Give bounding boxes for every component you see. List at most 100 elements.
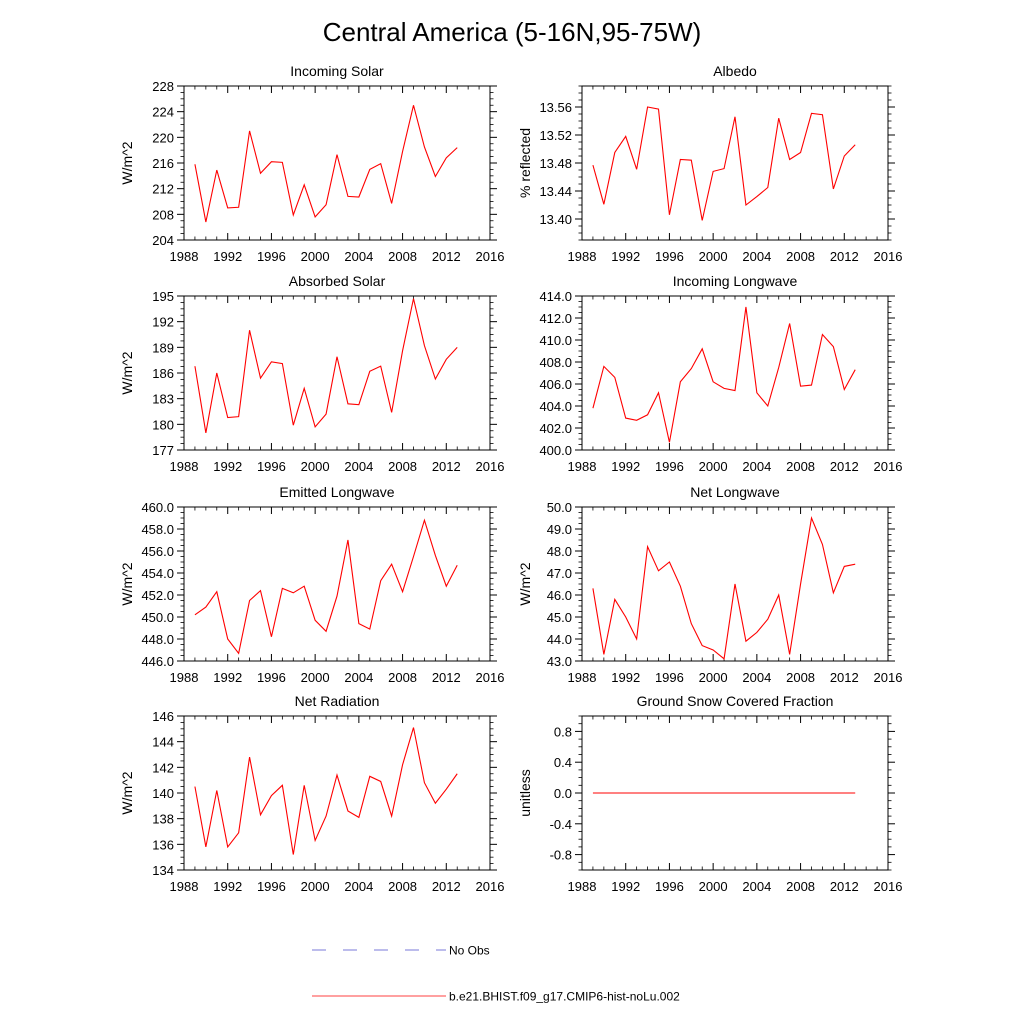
legend-label: b.e21.BHIST.f09_g17.CMIP6-hist-noLu.002 bbox=[449, 990, 680, 1004]
panel-incoming-longwave: 1988 1992 1996 2000 2004 2008 2012 2016 400.0 402… bbox=[539, 273, 902, 474]
y-axis-label: unitless bbox=[517, 769, 533, 816]
data-point bbox=[855, 144, 856, 145]
data-point bbox=[260, 590, 261, 591]
x-tick-label: 2008 bbox=[388, 879, 417, 894]
y-tick-label: 192 bbox=[152, 315, 174, 330]
x-tick-label: 2016 bbox=[874, 459, 903, 474]
data-point bbox=[304, 785, 305, 786]
y-tick-label: 47.0 bbox=[547, 566, 572, 581]
data-point bbox=[402, 591, 403, 592]
y-tick-label: 408.0 bbox=[539, 355, 572, 370]
data-point bbox=[457, 147, 458, 148]
y-tick-label: 13.40 bbox=[539, 212, 572, 227]
data-point bbox=[260, 378, 261, 379]
data-point bbox=[723, 168, 724, 169]
data-point bbox=[238, 207, 239, 208]
y-tick-label: 412.0 bbox=[539, 311, 572, 326]
x-tick-label: 1996 bbox=[257, 459, 286, 474]
x-tick-label: 1988 bbox=[170, 670, 199, 685]
data-point bbox=[636, 638, 637, 639]
y-axis-label: W/m^2 bbox=[119, 562, 135, 605]
y-tick-label: 454.0 bbox=[141, 566, 174, 581]
x-tick-label: 1992 bbox=[611, 459, 640, 474]
y-tick-label: 400.0 bbox=[539, 443, 572, 458]
y-tick-label: 44.0 bbox=[547, 632, 572, 647]
x-tick-label: 1988 bbox=[170, 459, 199, 474]
x-tick-label: 1988 bbox=[568, 670, 597, 685]
data-point bbox=[625, 792, 626, 793]
data-point bbox=[713, 381, 714, 382]
x-tick-label: 2012 bbox=[830, 879, 859, 894]
data-point bbox=[767, 405, 768, 406]
data-point bbox=[238, 832, 239, 833]
data-point bbox=[402, 151, 403, 152]
data-point bbox=[380, 366, 381, 367]
y-tick-label: 146 bbox=[152, 709, 174, 724]
data-point bbox=[325, 204, 326, 205]
data-point bbox=[713, 171, 714, 172]
data-point bbox=[227, 638, 228, 639]
panel-net-radiation: 1988 1992 1996 2000 2004 2008 2012 2016 134 136 13… bbox=[119, 693, 504, 894]
data-point bbox=[227, 846, 228, 847]
x-tick-label: 1996 bbox=[655, 459, 684, 474]
series-line bbox=[194, 518, 458, 655]
data-point bbox=[789, 654, 790, 655]
data-point bbox=[315, 216, 316, 217]
data-point bbox=[614, 792, 615, 793]
data-point bbox=[833, 188, 834, 189]
data-point bbox=[446, 157, 447, 158]
data-point bbox=[216, 591, 217, 592]
data-point bbox=[293, 425, 294, 426]
data-point bbox=[271, 795, 272, 796]
y-tick-label: 140 bbox=[152, 786, 174, 801]
y-tick-label: -0.4 bbox=[550, 817, 572, 832]
y-tick-label: 460.0 bbox=[141, 500, 174, 515]
series-line bbox=[194, 105, 458, 223]
data-point bbox=[855, 792, 856, 793]
panel-title: Incoming Longwave bbox=[673, 273, 798, 289]
x-tick-label: 2016 bbox=[874, 249, 903, 264]
data-point bbox=[822, 334, 823, 335]
data-point bbox=[282, 162, 283, 163]
data-point bbox=[424, 520, 425, 521]
panel-absorbed-solar: 1988 1992 1996 2000 2004 2008 2012 2016 177 180 18… bbox=[119, 273, 504, 474]
data-point bbox=[402, 350, 403, 351]
data-point bbox=[194, 366, 195, 367]
data-point bbox=[446, 789, 447, 790]
data-point bbox=[745, 792, 746, 793]
data-point bbox=[380, 781, 381, 782]
x-tick-label: 2008 bbox=[388, 459, 417, 474]
data-point bbox=[271, 161, 272, 162]
data-point bbox=[680, 586, 681, 587]
data-point bbox=[669, 792, 670, 793]
data-point bbox=[424, 146, 425, 147]
data-point bbox=[457, 565, 458, 566]
x-tick-label: 1988 bbox=[568, 879, 597, 894]
data-point bbox=[413, 105, 414, 106]
data-point bbox=[811, 385, 812, 386]
data-point bbox=[435, 555, 436, 556]
data-point bbox=[336, 356, 337, 357]
data-point bbox=[592, 408, 593, 409]
data-point bbox=[713, 649, 714, 650]
x-tick-label: 1996 bbox=[257, 670, 286, 685]
data-point bbox=[756, 196, 757, 197]
y-tick-label: 448.0 bbox=[141, 632, 174, 647]
data-point bbox=[723, 388, 724, 389]
data-point bbox=[789, 792, 790, 793]
data-point bbox=[435, 378, 436, 379]
y-tick-label: 142 bbox=[152, 760, 174, 775]
panel-title: Emitted Longwave bbox=[279, 484, 394, 500]
x-tick-label: 1996 bbox=[655, 249, 684, 264]
x-tick-label: 2008 bbox=[388, 670, 417, 685]
y-tick-label: 43.0 bbox=[547, 654, 572, 669]
y-tick-label: 456.0 bbox=[141, 544, 174, 559]
y-tick-label: 144 bbox=[152, 735, 174, 750]
y-tick-label: 186 bbox=[152, 366, 174, 381]
data-point bbox=[800, 152, 801, 153]
x-tick-label: 1992 bbox=[213, 879, 242, 894]
y-axis-label: W/m^2 bbox=[119, 141, 135, 184]
data-point bbox=[369, 629, 370, 630]
x-tick-label: 1988 bbox=[170, 879, 199, 894]
panel-title: Albedo bbox=[713, 63, 757, 79]
